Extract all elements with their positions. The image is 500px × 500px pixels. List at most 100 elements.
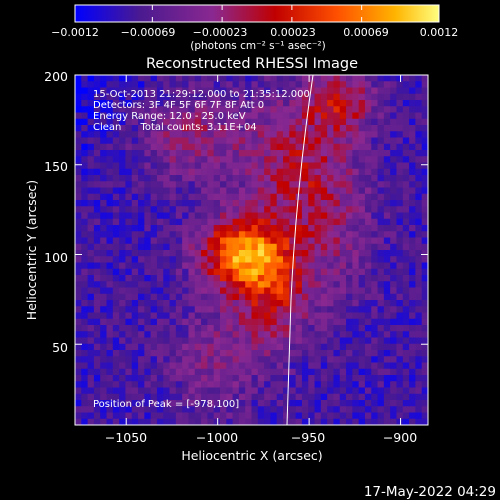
heatmap-cell (383, 156, 391, 163)
heatmap-cell (138, 356, 145, 363)
heatmap-cell (201, 112, 208, 120)
heatmap-cell (333, 200, 341, 207)
heatmap-cell (93, 168, 101, 176)
heatmap-cell (270, 418, 278, 425)
heatmap-cell (327, 193, 334, 201)
heatmap-cell (320, 112, 328, 120)
heatmap-cell (346, 150, 353, 157)
heatmap-cell (264, 181, 271, 188)
heatmap-cell (201, 412, 208, 420)
heatmap-cell (131, 143, 139, 151)
heatmap-cell (295, 81, 303, 88)
heatmap-cell (409, 175, 416, 182)
heatmap-cell (257, 125, 265, 132)
heatmap-cell (163, 418, 170, 425)
heatmap-cell (238, 175, 246, 182)
heatmap-cell (396, 268, 404, 276)
heatmap-cell (182, 143, 189, 151)
heatmap-cell (308, 356, 315, 363)
heatmap-cell (415, 418, 423, 425)
heatmap-cell (93, 112, 101, 120)
heatmap-cell (238, 268, 246, 276)
heatmap-cell (112, 300, 120, 307)
heatmap-cell (182, 293, 189, 301)
heatmap-cell (364, 381, 372, 388)
heatmap-cell (156, 306, 164, 313)
heatmap-cell (301, 237, 309, 245)
heatmap-cell (346, 387, 353, 395)
heatmap-cell (283, 343, 290, 351)
heatmap-cell (396, 256, 404, 263)
heatmap-cell (100, 156, 107, 163)
heatmap-cell (213, 231, 221, 238)
heatmap-cell (188, 137, 196, 145)
heatmap-cell (390, 393, 397, 401)
heatmap-cell (327, 350, 334, 357)
heatmap-cell (219, 312, 227, 320)
heatmap-cell (333, 106, 341, 113)
heatmap-cell (163, 168, 170, 176)
heatmap-cell (421, 318, 428, 326)
heatmap-cell (245, 100, 252, 107)
heatmap-cell (364, 100, 372, 107)
heatmap-cell (421, 362, 428, 370)
heatmap-cell (270, 356, 278, 363)
heatmap-cell (75, 362, 82, 370)
heatmap-cell (156, 237, 164, 245)
heatmap-cell (75, 206, 82, 213)
heatmap-cell (219, 387, 227, 395)
heatmap-cell (371, 275, 378, 282)
heatmap-cell (112, 231, 120, 238)
heatmap-cell (257, 162, 265, 170)
heatmap-cell (201, 400, 208, 407)
heatmap-cell (75, 243, 82, 251)
heatmap-cell (264, 143, 271, 151)
heatmap-cell (207, 168, 215, 176)
heatmap-cell (396, 368, 404, 376)
heatmap-cell (125, 162, 133, 170)
heatmap-cell (213, 218, 221, 226)
heatmap-cell (270, 412, 278, 420)
heatmap-cell (182, 100, 189, 107)
heatmap-cell (270, 275, 278, 282)
heatmap-cell (390, 381, 397, 388)
heatmap-cell (125, 200, 133, 207)
heatmap-cell (301, 375, 309, 382)
heatmap-cell (295, 243, 303, 251)
heatmap-cell (100, 181, 107, 188)
heatmap-cell (283, 225, 290, 232)
heatmap-cell (219, 275, 227, 282)
heatmap-cell (346, 243, 353, 251)
heatmap-cell (175, 331, 183, 338)
heatmap-cell (283, 181, 290, 188)
heatmap-cell (257, 293, 265, 301)
heatmap-cell (93, 368, 101, 376)
heatmap-cell (283, 125, 290, 132)
heatmap-cell (100, 287, 107, 295)
heatmap-cell (289, 231, 297, 238)
heatmap-cell (314, 262, 322, 270)
heatmap-cell (301, 181, 309, 188)
heatmap-cell (119, 325, 126, 332)
heatmap-cell (219, 368, 227, 376)
heatmap-cell (377, 393, 385, 401)
heatmap-cell (390, 337, 397, 345)
heatmap-cell (270, 256, 278, 263)
heatmap-cell (112, 337, 120, 345)
heatmap-cell (100, 75, 107, 82)
heatmap-cell (289, 343, 297, 351)
heatmap-cell (150, 125, 158, 132)
heatmap-cell (131, 175, 139, 182)
heatmap-cell (213, 368, 221, 376)
heatmap-cell (232, 212, 240, 220)
heatmap-cell (131, 181, 139, 188)
heatmap-cell (371, 268, 378, 276)
heatmap-cell (396, 412, 404, 420)
heatmap-cell (106, 237, 114, 245)
heatmap-cell (144, 262, 152, 270)
heatmap-cell (257, 168, 265, 176)
heatmap-cell (188, 218, 196, 226)
heatmap-cell (112, 256, 120, 263)
heatmap-cell (138, 231, 145, 238)
heatmap-cell (150, 212, 158, 220)
